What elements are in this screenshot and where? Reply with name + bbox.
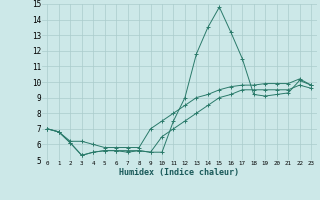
X-axis label: Humidex (Indice chaleur): Humidex (Indice chaleur) [119, 168, 239, 177]
